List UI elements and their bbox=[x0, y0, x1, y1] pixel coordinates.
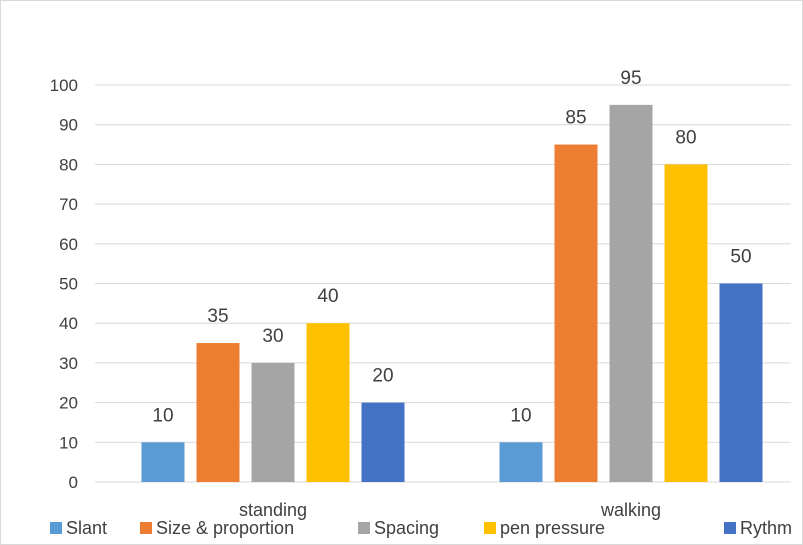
bar bbox=[499, 442, 543, 482]
y-tick-label: 40 bbox=[59, 314, 78, 333]
legend-swatch bbox=[358, 522, 370, 534]
x-axis-categories: standing walking bbox=[239, 500, 661, 520]
data-label: 30 bbox=[262, 326, 283, 347]
bar bbox=[664, 164, 708, 482]
legend-label: pen pressure bbox=[500, 518, 605, 538]
legend-swatch bbox=[484, 522, 496, 534]
legend-swatch bbox=[140, 522, 152, 534]
y-axis-ticks: 0 10 20 30 40 50 60 70 80 90 100 bbox=[50, 76, 78, 492]
data-label: 35 bbox=[207, 306, 228, 327]
data-label: 10 bbox=[152, 405, 173, 426]
x-category-label: walking bbox=[600, 500, 661, 520]
bar bbox=[609, 104, 653, 482]
legend-label: Slant bbox=[66, 518, 107, 538]
bars bbox=[141, 104, 763, 483]
bar bbox=[361, 402, 405, 482]
bar bbox=[306, 323, 350, 482]
bar bbox=[196, 343, 240, 482]
legend-label: Rythm bbox=[740, 518, 792, 538]
y-tick-label: 50 bbox=[59, 275, 78, 294]
data-label: 95 bbox=[620, 68, 641, 89]
data-label: 40 bbox=[317, 286, 338, 307]
y-tick-label: 80 bbox=[59, 155, 78, 174]
data-label: 50 bbox=[730, 247, 751, 268]
legend-swatch bbox=[50, 522, 62, 534]
data-labels: 10 35 30 40 20 10 85 95 80 50 bbox=[152, 68, 751, 426]
y-tick-label: 0 bbox=[69, 473, 78, 492]
y-tick-label: 60 bbox=[59, 235, 78, 254]
bar bbox=[141, 442, 185, 482]
legend-label: Size & proportion bbox=[156, 518, 294, 538]
legend-label: Spacing bbox=[374, 518, 439, 538]
data-label: 10 bbox=[510, 405, 531, 426]
y-tick-label: 30 bbox=[59, 354, 78, 373]
data-label: 20 bbox=[372, 366, 393, 387]
data-label: 80 bbox=[675, 127, 696, 148]
y-tick-label: 90 bbox=[59, 116, 78, 135]
y-tick-label: 100 bbox=[50, 76, 78, 95]
bar bbox=[719, 283, 763, 482]
bar bbox=[251, 362, 295, 482]
y-tick-label: 10 bbox=[59, 433, 78, 452]
bar bbox=[554, 144, 598, 483]
y-tick-label: 20 bbox=[59, 394, 78, 413]
legend-swatch bbox=[724, 522, 736, 534]
y-tick-label: 70 bbox=[59, 195, 78, 214]
x-category-label: standing bbox=[239, 500, 307, 520]
data-label: 85 bbox=[565, 108, 586, 129]
legend: Slant Size & proportion Spacing pen pressur… bbox=[50, 518, 792, 538]
